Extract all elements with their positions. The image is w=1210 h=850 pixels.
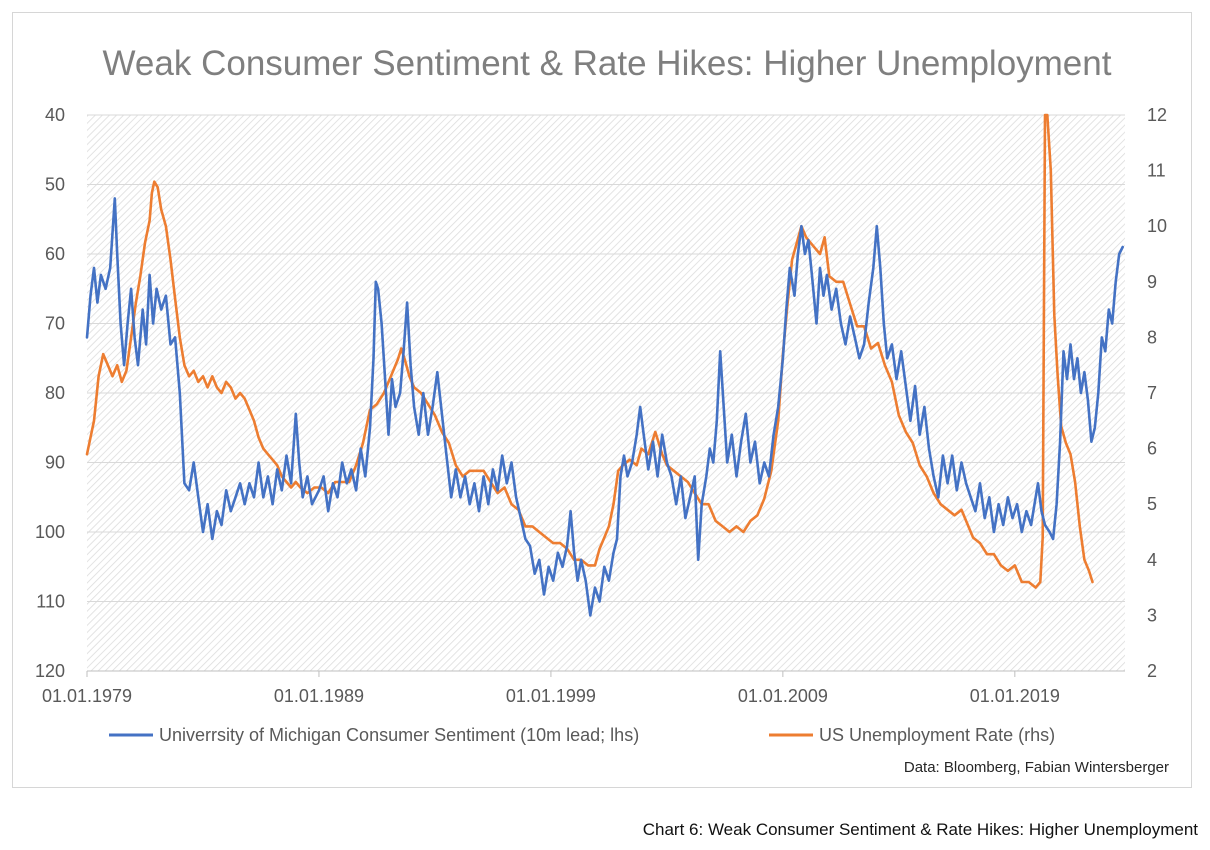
legend: Univerrsity of Michigan Consumer Sentime… — [109, 725, 1055, 745]
series-line-unemployment — [85, 113, 1094, 589]
y-right-tick-label: 12 — [1147, 105, 1167, 125]
y-right-tick-label: 6 — [1147, 439, 1157, 459]
y-right-tick-label: 2 — [1147, 661, 1157, 681]
y-left-tick-label: 50 — [45, 175, 65, 195]
y-left-tick-label: 70 — [45, 314, 65, 334]
series-line-sentiment — [85, 197, 1124, 617]
figure-caption: Chart 6: Weak Consumer Sentiment & Rate … — [642, 820, 1198, 839]
chart-title: Weak Consumer Sentiment & Rate Hikes: Hi… — [103, 44, 1112, 83]
x-axis: 01.01.1979 01.01.1989 01.01.1999 01.01.2009… — [42, 670, 1125, 706]
y-right-tick-label: 8 — [1147, 327, 1157, 347]
y-right-tick-label: 7 — [1147, 383, 1157, 403]
x-tick-label: 01.01.2019 — [970, 686, 1060, 706]
source-note: Data: Bloomberg, Fabian Wintersberger — [904, 759, 1169, 776]
y-left-tick-label: 120 — [35, 661, 65, 681]
chart-svg: Weak Consumer Sentiment & Rate Hikes: Hi… — [35, 44, 1169, 776]
legend-label-unemployment: US Unemployment Rate (rhs) — [819, 725, 1055, 745]
y-right-tick-label: 5 — [1147, 494, 1157, 514]
legend-label-sentiment: Univerrsity of Michigan Consumer Sentime… — [159, 725, 639, 745]
y-right-tick-label: 3 — [1147, 605, 1157, 625]
y-right-tick-label: 9 — [1147, 272, 1157, 292]
y-axis-left: 40 50 60 70 80 90 100 110 120 — [35, 105, 65, 681]
x-tick-label: 01.01.1989 — [274, 686, 364, 706]
y-right-tick-label: 4 — [1147, 550, 1157, 570]
x-tick-label: 01.01.2009 — [738, 686, 828, 706]
series-layer — [85, 113, 1124, 617]
y-axis-right: 2 3 4 5 6 7 8 9 10 11 12 — [1147, 105, 1167, 681]
y-left-tick-label: 80 — [45, 383, 65, 403]
chart-frame: Weak Consumer Sentiment & Rate Hikes: Hi… — [12, 12, 1192, 788]
y-left-tick-label: 100 — [35, 522, 65, 542]
x-tick-label: 01.01.1999 — [506, 686, 596, 706]
y-left-tick-label: 40 — [45, 105, 65, 125]
y-right-tick-label: 10 — [1147, 216, 1167, 236]
y-left-tick-label: 60 — [45, 244, 65, 264]
y-right-tick-label: 11 — [1147, 161, 1166, 181]
y-left-tick-label: 110 — [36, 592, 65, 612]
x-tick-label: 01.01.1979 — [42, 686, 132, 706]
y-left-tick-label: 90 — [45, 453, 65, 473]
